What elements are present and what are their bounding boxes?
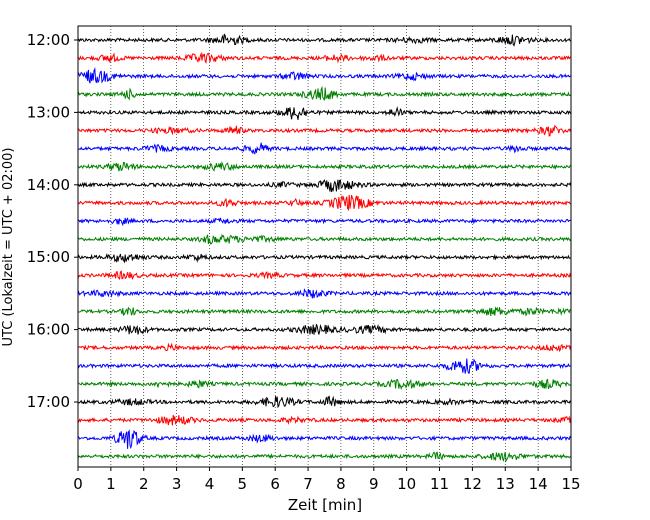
trace-21 <box>77 414 572 426</box>
x-tick-label: 7 <box>303 475 313 493</box>
trace-12 <box>77 252 571 264</box>
trace-5 <box>77 124 572 137</box>
y-tick-label: 17:00 <box>27 393 70 411</box>
x-tick-label: 4 <box>205 475 215 493</box>
x-tick-label: 8 <box>336 475 346 493</box>
trace-16 <box>77 323 572 335</box>
trace-22 <box>77 429 572 450</box>
y-tick-label: 14:00 <box>27 176 70 194</box>
trace-7 <box>77 160 572 172</box>
trace-11 <box>77 233 572 245</box>
x-axis-ticks: 0 1 2 3 4 5 6 7 8 9 10 11 12 13 14 15 <box>73 467 581 493</box>
x-tick-label: 1 <box>106 475 116 493</box>
trace-17 <box>77 342 572 353</box>
trace-2 <box>77 67 572 84</box>
x-tick-label: 14 <box>529 475 548 493</box>
trace-18 <box>77 358 571 374</box>
y-tick-label: 16:00 <box>27 321 70 339</box>
trace-6 <box>77 142 572 155</box>
trace-13 <box>77 270 572 281</box>
trace-15 <box>77 306 572 317</box>
x-tick-label: 6 <box>270 475 280 493</box>
x-tick-label: 0 <box>73 475 83 493</box>
trace-8 <box>77 179 572 193</box>
y-tick-label: 13:00 <box>27 103 70 121</box>
trace-4 <box>77 106 572 120</box>
trace-10 <box>77 217 571 227</box>
y-axis-ticks: 12:00 13:00 14:00 15:00 16:00 17:00 <box>27 31 78 411</box>
seismic-traces <box>77 33 572 463</box>
trace-3 <box>77 85 571 101</box>
y-axis-label: UTC (Lokalzeit = UTC + 02:00) <box>1 148 16 347</box>
trace-1 <box>77 51 572 64</box>
x-tick-label: 2 <box>139 475 149 493</box>
trace-9 <box>77 194 572 212</box>
trace-0 <box>77 33 572 47</box>
trace-19 <box>77 378 572 390</box>
x-tick-label: 11 <box>430 475 449 493</box>
x-tick-label: 12 <box>463 475 482 493</box>
x-tick-label: 9 <box>369 475 379 493</box>
y-tick-label: 12:00 <box>27 31 70 49</box>
x-tick-label: 15 <box>561 475 580 493</box>
trace-23 <box>77 451 571 463</box>
x-tick-label: 13 <box>496 475 515 493</box>
x-tick-label: 3 <box>172 475 182 493</box>
plot-frame <box>77 25 572 468</box>
x-axis-label: Zeit [min] <box>288 496 362 514</box>
x-tick-label: 10 <box>397 475 416 493</box>
x-tick-label: 5 <box>238 475 248 493</box>
trace-14 <box>77 288 572 299</box>
trace-20 <box>77 395 572 409</box>
y-tick-label: 15:00 <box>27 248 70 266</box>
